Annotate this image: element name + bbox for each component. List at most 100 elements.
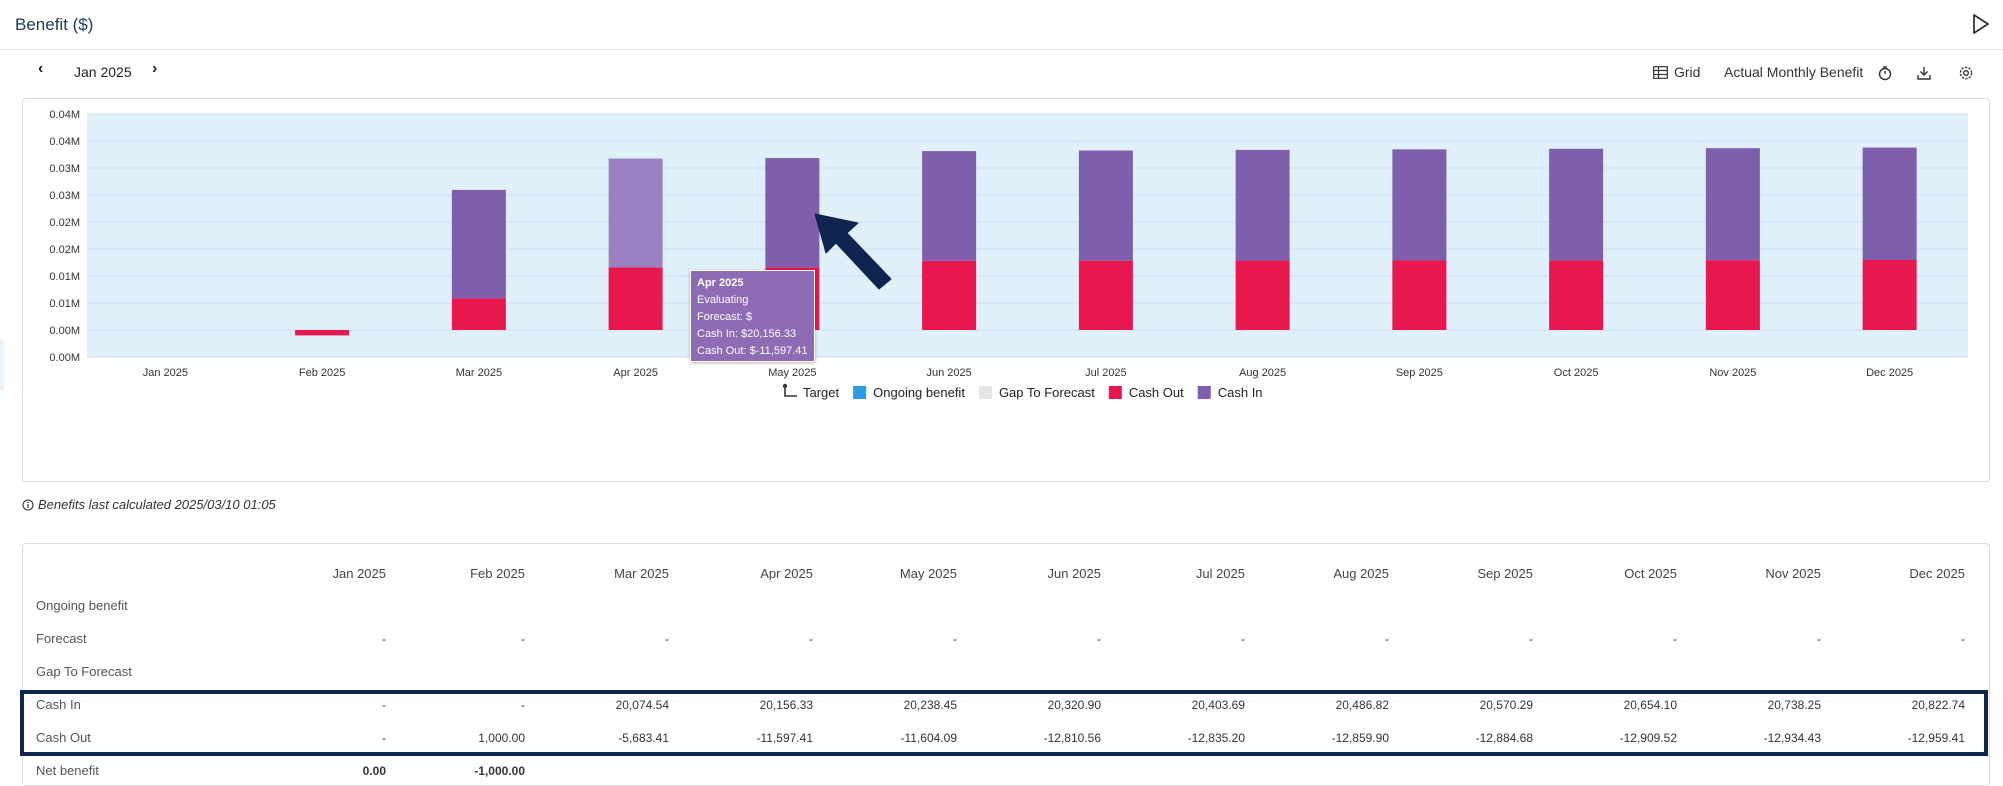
grid-button[interactable]: Grid	[1653, 64, 1700, 80]
bar-cash-out	[608, 267, 663, 330]
bar-cash-out	[451, 298, 506, 330]
month-selector[interactable]: Jan 2025	[74, 64, 132, 80]
row-label: Cash Out	[36, 730, 91, 745]
table-cell: -	[665, 632, 669, 646]
tooltip-cash-in: Cash In: $20,156.33	[697, 328, 797, 340]
download-icon[interactable]	[1915, 64, 1933, 82]
tooltip-forecast: Forecast: $	[697, 311, 753, 323]
table-cell: -1,000.00	[474, 764, 525, 778]
bar-cash-out	[922, 260, 977, 330]
timer-icon[interactable]	[1876, 64, 1894, 82]
table-cell: -	[521, 698, 525, 712]
table-cell: -	[1097, 632, 1101, 646]
tooltip-cash-out: Cash Out: $-11,597.41	[697, 345, 808, 357]
table-cell: 20,654.10	[1623, 698, 1677, 712]
row-label: Gap To Forecast	[36, 664, 132, 679]
table-cell: -	[1385, 632, 1389, 646]
column-header: Feb 2025	[470, 566, 525, 581]
x-tick-label: Aug 2025	[1239, 367, 1286, 379]
table-cell: -12,859.90	[1331, 731, 1389, 745]
row-label: Net benefit	[36, 763, 99, 778]
grid-icon	[1653, 65, 1668, 79]
column-header: Mar 2025	[614, 566, 669, 581]
annotation-arrow-icon	[814, 213, 892, 290]
x-tick-label: Feb 2025	[299, 367, 345, 379]
legend-label: Ongoing benefit	[873, 385, 965, 400]
view-label: Actual Monthly Benefit	[1724, 64, 1864, 80]
table-cell: -12,934.43	[1763, 731, 1821, 745]
table-cell: 1,000.00	[478, 731, 525, 745]
y-tick-label: 0.03M	[49, 163, 80, 175]
bar-cash-out	[1078, 260, 1133, 330]
table-cell: -11,604.09	[900, 731, 958, 745]
bar-cash-out	[1235, 260, 1290, 330]
x-tick-label: Jun 2025	[926, 367, 971, 379]
bar-cash-in	[451, 189, 506, 299]
y-tick-label: 0.01M	[49, 271, 80, 283]
benefit-table: Jan 2025 Feb 2025 Mar 2025 Apr 2025 May 2025…	[22, 543, 1990, 786]
benefit-chart: 0.00M 0.00M 0.01M 0.01M 0.02M 0.02M 0.03M 0.03M…	[49, 109, 1968, 400]
table-cell: -	[953, 632, 957, 646]
bar-cash-out	[1862, 260, 1917, 330]
tooltip-status: Evaluating	[697, 294, 749, 306]
view-selector[interactable]: Actual Monthly Benefit	[1724, 64, 1863, 80]
legend-label: Gap To Forecast	[999, 385, 1095, 400]
legend-swatch	[1197, 386, 1211, 399]
bar-cash-in	[922, 151, 977, 261]
chart-card: 0.00M 0.00M 0.01M 0.01M 0.02M 0.02M 0.03M 0.03M…	[22, 98, 1990, 482]
table-cell: -5,683.41	[618, 731, 669, 745]
table-cell: 20,822.74	[1911, 698, 1965, 712]
table-cell: -12,884.68	[1475, 731, 1533, 745]
chart-toolbar: ‹ Jan 2025 › Grid Actual Monthly Benefit	[0, 52, 2003, 92]
table-cell: 20,238.45	[903, 698, 957, 712]
bar-cash-out	[1549, 260, 1604, 330]
column-header: Dec 2025	[1909, 566, 1965, 581]
plot-area	[87, 114, 1968, 357]
x-tick-label: Dec 2025	[1866, 367, 1913, 379]
x-tick-label: Jan 2025	[143, 367, 188, 379]
table-cell: 20,403.69	[1191, 698, 1245, 712]
legend-swatch	[1108, 386, 1122, 399]
table-cell: -	[1241, 632, 1245, 646]
column-header: Jun 2025	[1047, 566, 1102, 581]
y-tick-label: 0.01M	[49, 298, 80, 310]
row-label: Forecast	[36, 631, 87, 646]
x-tick-label: May 2025	[768, 367, 816, 379]
bar-cash-in	[1862, 147, 1917, 261]
x-tick-label: Oct 2025	[1554, 367, 1599, 379]
chevron-right-icon[interactable]: ›	[152, 60, 158, 77]
y-tick-label: 0.00M	[49, 352, 80, 364]
bar-cash-out	[295, 330, 350, 336]
play-icon[interactable]	[1971, 13, 1991, 35]
tooltip-title: Apr 2025	[697, 277, 744, 289]
x-tick-label: Sep 2025	[1396, 367, 1443, 379]
table-cell: 20,320.90	[1047, 698, 1101, 712]
x-tick-label: Mar 2025	[456, 367, 502, 379]
column-header: Nov 2025	[1765, 566, 1821, 581]
table-cell: -12,810.56	[1043, 731, 1101, 745]
info-icon	[22, 498, 34, 511]
x-tick-label: Apr 2025	[613, 367, 658, 379]
column-header: Apr 2025	[760, 566, 813, 581]
page-title: Benefit ($)	[15, 15, 94, 34]
gear-icon[interactable]	[1957, 64, 1975, 82]
table-cell: -	[382, 698, 386, 712]
chevron-left-icon[interactable]: ‹	[38, 60, 44, 77]
bar-cash-in	[1392, 149, 1447, 261]
legend-swatch	[978, 386, 992, 399]
legend-target-dot	[782, 383, 788, 389]
table-cell: 20,486.82	[1335, 698, 1389, 712]
bar-cash-in	[1235, 149, 1290, 261]
column-header: Jul 2025	[1195, 566, 1245, 581]
panel-header: Benefit ($)	[0, 0, 2003, 50]
table-cell: 20,074.54	[615, 698, 669, 712]
x-tick-label: Nov 2025	[1709, 367, 1756, 379]
table-cell: -	[1673, 632, 1677, 646]
side-edge	[0, 340, 4, 390]
bar-cash-in	[1705, 148, 1760, 261]
row-label: Cash In	[36, 697, 81, 712]
y-tick-label: 0.04M	[49, 136, 80, 148]
bar-cash-in	[608, 158, 663, 268]
table-cell: -	[382, 731, 386, 745]
grid-label: Grid	[1674, 64, 1701, 80]
